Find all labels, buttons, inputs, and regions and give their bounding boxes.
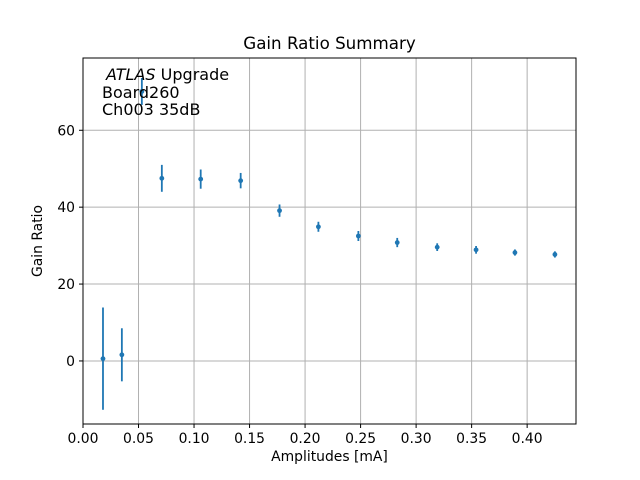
y-tick-label: 0 <box>66 354 75 370</box>
x-tick-label: 0.35 <box>456 431 487 447</box>
data-point <box>159 175 165 181</box>
chart-title: Gain Ratio Summary <box>243 33 416 53</box>
data-point <box>315 224 321 230</box>
annotation-block: ATLAS Upgrade Board260 Ch003 35dB <box>102 66 229 119</box>
y-axis-label: Gain Ratio <box>30 204 46 278</box>
annotation-experiment-name: ATLAS <box>106 65 156 84</box>
annotation-line-1: ATLAS Upgrade <box>102 66 229 84</box>
annotation-upgrade-label: Upgrade <box>155 65 230 84</box>
x-tick-label: 0.20 <box>290 431 321 447</box>
data-point <box>552 252 558 257</box>
annotation-channel-label: Ch003 35dB <box>102 100 201 119</box>
y-tick-label: 20 <box>57 277 75 293</box>
data-point <box>139 89 145 94</box>
x-tick-label: 0.10 <box>179 431 210 447</box>
x-axis-label: Amplitudes [mA] <box>271 449 388 465</box>
x-tick-label: 0.00 <box>68 431 99 447</box>
data-point <box>473 247 479 253</box>
x-tick-label: 0.40 <box>512 431 543 447</box>
y-tick-label: 40 <box>57 200 75 216</box>
data-point <box>434 244 440 250</box>
x-tick-label: 0.05 <box>123 431 154 447</box>
y-tick-label: 60 <box>57 123 75 139</box>
annotation-board-label: Board260 <box>102 82 180 102</box>
data-point <box>355 233 361 239</box>
axes-spine <box>82 57 577 425</box>
data-point <box>119 352 125 358</box>
x-tick-label: 0.15 <box>234 431 265 447</box>
x-tick-label: 0.25 <box>345 431 376 447</box>
data-point <box>277 208 282 214</box>
data-point <box>198 176 204 182</box>
x-tick-label: 0.30 <box>401 431 432 447</box>
data-point <box>238 178 244 184</box>
data-point <box>512 250 518 255</box>
data-point <box>394 240 400 245</box>
data-point <box>100 356 106 362</box>
